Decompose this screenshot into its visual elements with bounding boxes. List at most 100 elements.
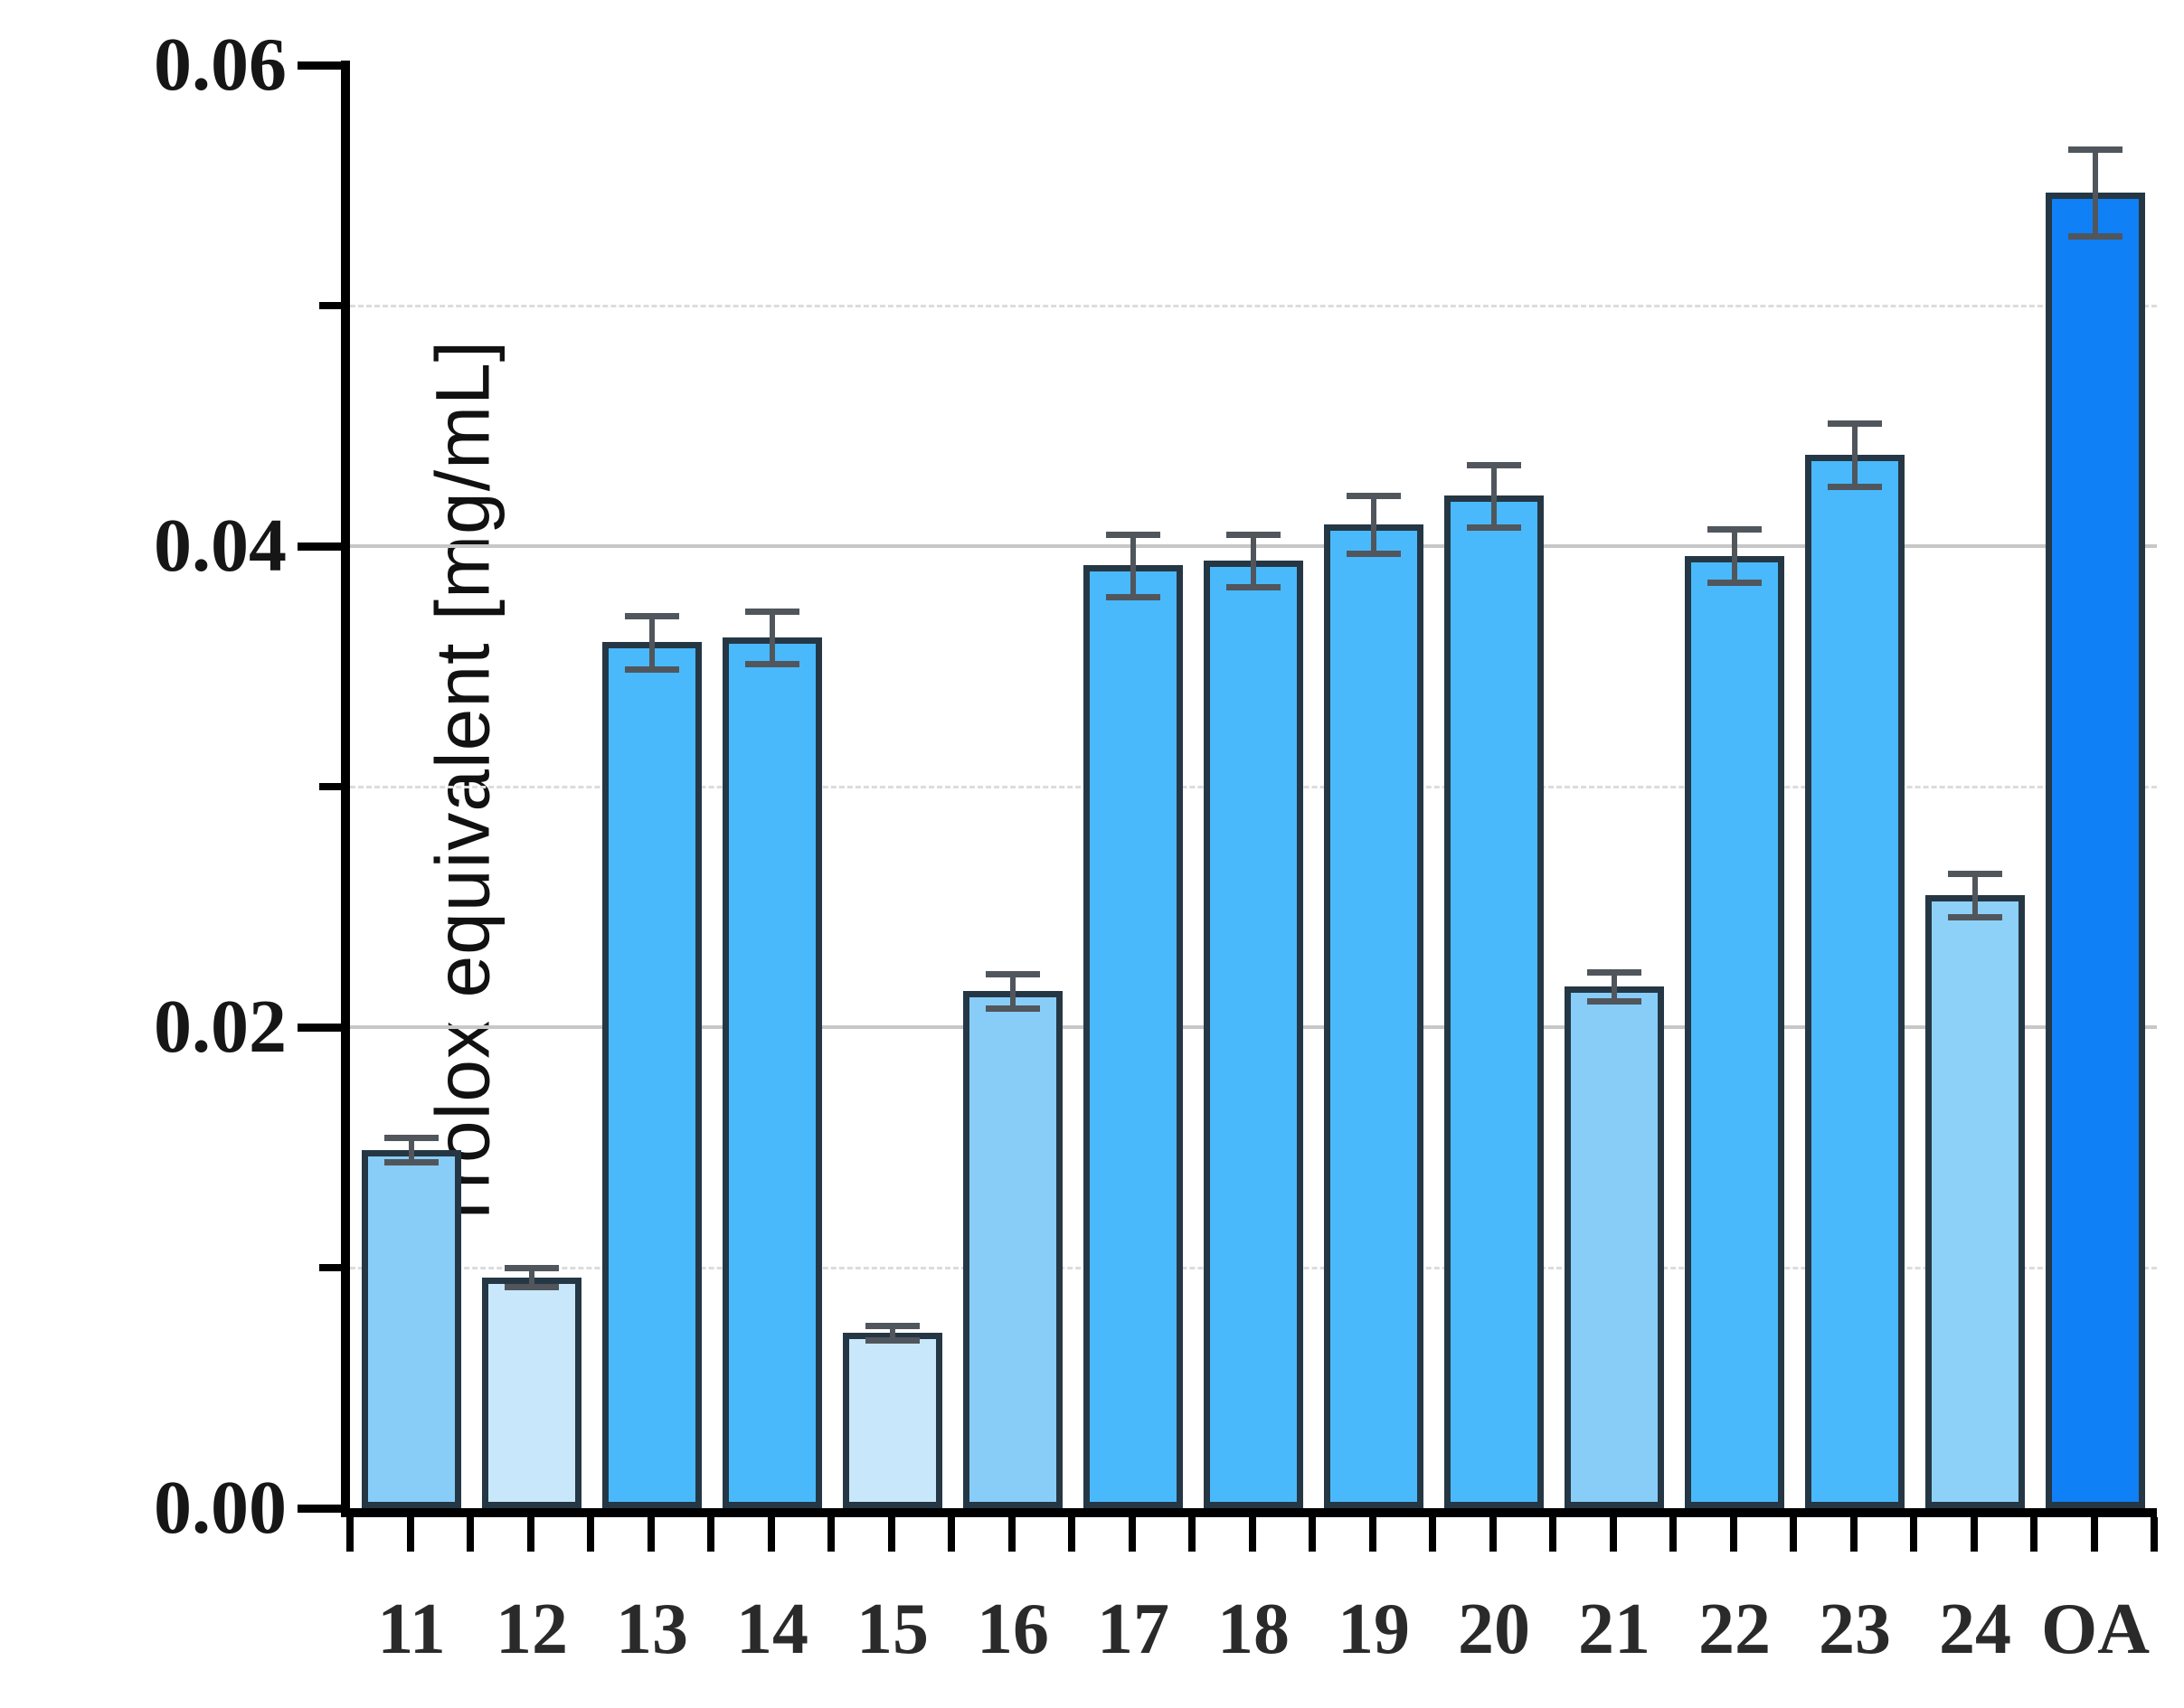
error-bar-cap xyxy=(1948,913,2002,920)
x-tick-label-19: 19 xyxy=(1338,1590,1410,1669)
error-bar-cap xyxy=(1106,593,1160,600)
error-bar-cap xyxy=(1948,870,2002,877)
error-bar-17 xyxy=(1130,533,1136,597)
error-bar-OA xyxy=(2093,149,2098,236)
error-bar-cap xyxy=(384,1158,439,1165)
error-bar-cap xyxy=(625,665,679,673)
error-bar-cap xyxy=(1467,461,1521,468)
x-tick xyxy=(1368,1517,1376,1552)
x-tick xyxy=(1970,1517,1978,1552)
x-tick xyxy=(1849,1517,1858,1552)
x-tick-label-22: 22 xyxy=(1698,1590,1771,1669)
bar-16 xyxy=(963,991,1063,1508)
x-tick xyxy=(827,1517,835,1552)
x-tick xyxy=(767,1517,775,1552)
error-bar-14 xyxy=(770,610,775,665)
x-tick xyxy=(526,1517,534,1552)
x-tick-label-20: 20 xyxy=(1458,1590,1530,1669)
x-tick-label-11: 11 xyxy=(377,1590,446,1669)
error-bar-11 xyxy=(409,1137,414,1162)
error-bar-23 xyxy=(1852,423,1858,486)
bar-14 xyxy=(723,637,822,1508)
x-tick-label-16: 16 xyxy=(977,1590,1049,1669)
error-bar-21 xyxy=(1612,971,1617,1001)
gridline-minor xyxy=(350,305,2157,307)
y-minor-tick xyxy=(319,1264,350,1271)
error-bar-cap xyxy=(986,971,1040,978)
error-bar-cap xyxy=(1587,968,1641,976)
x-tick xyxy=(1489,1517,1497,1552)
x-tick xyxy=(2030,1517,2037,1552)
x-tick xyxy=(948,1517,955,1552)
bar-22 xyxy=(1685,555,1784,1508)
bar-13 xyxy=(602,642,702,1508)
x-tick xyxy=(1429,1517,1436,1552)
bar-12 xyxy=(482,1277,581,1508)
error-bar-cap xyxy=(505,1284,559,1291)
error-bar-cap xyxy=(625,613,679,620)
error-bar-cap xyxy=(865,1322,920,1329)
x-tick xyxy=(1669,1517,1677,1552)
x-tick xyxy=(1609,1517,1617,1552)
y-major-tick xyxy=(298,1024,350,1032)
x-tick-label-21: 21 xyxy=(1578,1590,1650,1669)
x-tick xyxy=(2151,1517,2158,1552)
error-bar-cap xyxy=(1707,526,1762,533)
y-minor-tick xyxy=(319,783,350,790)
error-bar-cap xyxy=(1467,524,1521,531)
x-tick xyxy=(647,1517,655,1552)
x-tick xyxy=(1309,1517,1316,1552)
error-bar-15 xyxy=(890,1325,895,1340)
x-tick xyxy=(1729,1517,1737,1552)
bar-20 xyxy=(1444,495,1544,1508)
x-axis-line xyxy=(341,1508,2157,1517)
x-tick xyxy=(406,1517,414,1552)
error-bar-cap xyxy=(2068,146,2123,154)
error-bar-cap xyxy=(745,608,799,615)
bar-19 xyxy=(1324,524,1423,1508)
error-bar-cap xyxy=(384,1135,439,1142)
y-tick-label-0.00: 0.00 xyxy=(154,1466,287,1550)
error-bar-24 xyxy=(1972,873,1978,917)
x-tick xyxy=(467,1517,474,1552)
error-bar-cap xyxy=(1347,550,1401,557)
x-tick-label-14: 14 xyxy=(736,1590,808,1669)
error-bar-16 xyxy=(1010,974,1016,1008)
y-major-tick xyxy=(298,1505,350,1513)
x-tick xyxy=(1068,1517,1075,1552)
x-tick-label-12: 12 xyxy=(496,1590,568,1669)
bar-23 xyxy=(1805,454,1905,1508)
error-bar-19 xyxy=(1371,495,1376,553)
x-tick xyxy=(707,1517,714,1552)
x-tick xyxy=(587,1517,594,1552)
x-tick xyxy=(1007,1517,1016,1552)
y-major-tick xyxy=(298,61,350,70)
y-major-tick xyxy=(298,543,350,551)
x-tick-label-15: 15 xyxy=(856,1590,929,1669)
bar-15 xyxy=(843,1332,942,1508)
y-tick-label-0.04: 0.04 xyxy=(154,504,287,588)
bar-18 xyxy=(1204,560,1303,1508)
x-tick xyxy=(887,1517,895,1552)
error-bar-20 xyxy=(1491,464,1497,527)
x-tick-label-13: 13 xyxy=(616,1590,688,1669)
bar-11 xyxy=(362,1149,461,1508)
y-tick-label-0.06: 0.06 xyxy=(154,23,287,107)
bar-24 xyxy=(1925,894,2025,1508)
bar-17 xyxy=(1083,565,1183,1508)
error-bar-18 xyxy=(1251,533,1256,588)
error-bar-cap xyxy=(865,1336,920,1344)
error-bar-cap xyxy=(1828,483,1882,490)
error-bar-cap xyxy=(1587,997,1641,1005)
x-tick xyxy=(1128,1517,1136,1552)
error-bar-cap xyxy=(1226,584,1281,591)
error-bar-cap xyxy=(1707,579,1762,586)
y-tick-label-0.02: 0.02 xyxy=(154,985,287,1069)
x-tick xyxy=(1188,1517,1196,1552)
error-bar-22 xyxy=(1732,529,1737,582)
x-tick-label-17: 17 xyxy=(1097,1590,1169,1669)
error-bar-cap xyxy=(745,661,799,668)
x-tick xyxy=(1549,1517,1556,1552)
error-bar-cap xyxy=(986,1005,1040,1012)
error-bar-cap xyxy=(1106,531,1160,538)
